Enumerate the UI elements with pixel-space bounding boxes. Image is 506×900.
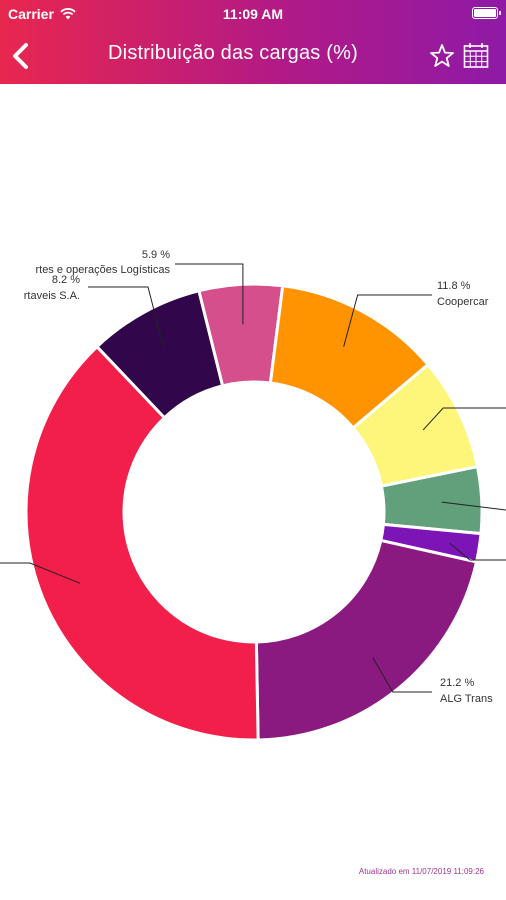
wifi-icon bbox=[60, 8, 76, 20]
carrier-info: Carrier bbox=[8, 6, 76, 22]
slice-label-pct-0: 5.9 % bbox=[142, 249, 170, 261]
leader-line-2 bbox=[422, 407, 506, 431]
slice-label-name-1: Coopercar bbox=[437, 296, 489, 308]
donut-chart: 5.9 % 11.8 % Coopercar 21.2 % ALG Trans 8.2 %… bbox=[0, 249, 506, 742]
status-time: 11:09 AM bbox=[222, 6, 284, 22]
leader-line-5 bbox=[372, 657, 432, 693]
page-title: Distribuição das cargas (%) bbox=[108, 42, 358, 64]
pie-slice-5 bbox=[254, 538, 479, 742]
leader-line-3 bbox=[441, 501, 506, 511]
favorite-button[interactable] bbox=[428, 42, 456, 70]
chevron-left-icon bbox=[13, 43, 28, 69]
pie-slice-7 bbox=[94, 288, 225, 420]
battery-icon bbox=[472, 7, 501, 19]
back-button[interactable] bbox=[6, 38, 36, 74]
calendar-icon bbox=[463, 43, 489, 68]
slice-label-pct-5: 21.2 % bbox=[440, 677, 474, 689]
slice-label-extra-0: rtes e operações Logísticas bbox=[35, 264, 170, 276]
leader-line-6 bbox=[0, 562, 81, 584]
top-bar: Carrier 11:09 AM Distribuição das cargas… bbox=[0, 0, 506, 84]
updated-timestamp: Atualizado em 11/07/2019 11:09:26 bbox=[358, 867, 484, 876]
nav-bar: Distribuição das cargas (%) bbox=[0, 28, 506, 84]
leader-line-4 bbox=[449, 542, 506, 561]
slice-label-pct-1: 11.8 % bbox=[437, 280, 471, 292]
leader-line-1 bbox=[343, 294, 432, 347]
pie-slice-6 bbox=[24, 344, 260, 742]
slice-label-name-7: rtaveis S.A. bbox=[24, 290, 80, 302]
status-bar: Carrier 11:09 AM bbox=[0, 0, 506, 28]
calendar-button[interactable] bbox=[462, 41, 490, 69]
slice-label-pct-7: 8.2 % bbox=[52, 274, 80, 286]
leader-line-7 bbox=[88, 286, 165, 348]
star-icon bbox=[430, 44, 454, 67]
carrier-label: Carrier bbox=[8, 6, 54, 22]
slice-label-name-5: ALG Trans bbox=[440, 693, 493, 705]
leader-line-0 bbox=[175, 263, 244, 325]
